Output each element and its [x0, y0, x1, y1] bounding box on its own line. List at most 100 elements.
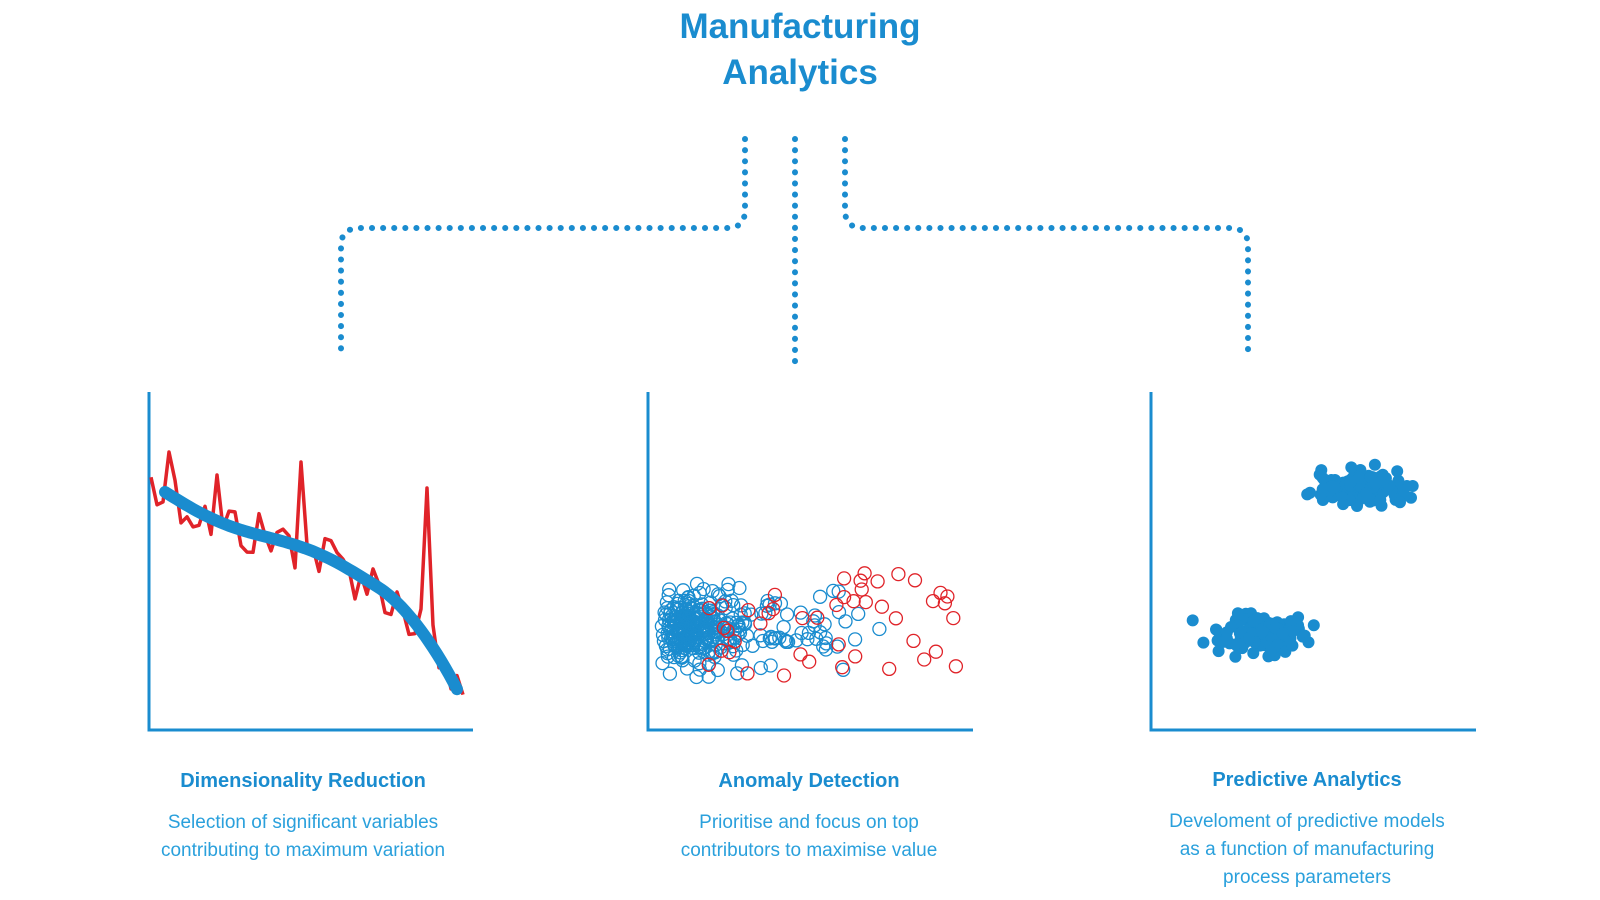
axis-predictive: [1149, 392, 1476, 732]
scatter-point: [691, 616, 706, 632]
title-line-1: Manufacturing: [679, 7, 921, 46]
cluster-point: [1307, 619, 1320, 632]
scatter-point: [793, 605, 808, 620]
anomaly-scatter: [654, 566, 964, 685]
connector-right: [842, 136, 1251, 353]
cluster-point: [1220, 626, 1233, 639]
outlier-point: [874, 599, 890, 614]
cluster-point: [1397, 484, 1410, 497]
outlier-point: [853, 573, 868, 588]
scatter-point: [664, 608, 680, 624]
outlier-point: [836, 571, 852, 586]
scatter-point: [830, 639, 845, 654]
cluster-point: [1197, 636, 1210, 649]
outlier-point: [829, 597, 844, 613]
scatter-point: [709, 624, 724, 639]
cluster-point: [1231, 607, 1244, 620]
scatter-point: [679, 661, 695, 676]
cluster-point: [1304, 486, 1316, 499]
noisy-line: [149, 450, 465, 696]
scatter-point: [753, 628, 768, 643]
scatter-point: [720, 582, 735, 598]
outlier-point: [753, 616, 768, 631]
outlier-point: [917, 652, 932, 667]
cluster-point: [1345, 461, 1358, 474]
cluster-point: [1229, 638, 1242, 651]
trend-line: [159, 486, 463, 696]
scatter-point: [768, 631, 783, 646]
cluster-point: [1302, 636, 1315, 649]
scatter-point: [733, 607, 748, 622]
desc-line: Prioritise and focus on top: [699, 812, 919, 833]
outlier-point: [848, 649, 863, 664]
scatter-point: [847, 632, 863, 647]
outlier-point: [937, 596, 953, 611]
scatter-point: [675, 615, 690, 631]
outlier-point: [767, 587, 783, 603]
outlier-point: [854, 582, 869, 597]
scatter-point: [720, 617, 735, 632]
outlier-point: [740, 666, 755, 681]
scatter-point: [688, 632, 703, 647]
outlier-point: [858, 594, 873, 610]
outlier-point: [946, 610, 961, 626]
outlier-point: [940, 589, 955, 604]
outlier-point: [888, 611, 904, 626]
outlier-point: [716, 620, 732, 636]
scatter-point: [831, 584, 846, 599]
scatter-point: [730, 666, 745, 681]
trend-series: [159, 486, 463, 696]
scatter-point: [753, 660, 768, 676]
scatter-point: [818, 630, 833, 646]
panel-desc-predictive: Develoment of predictive models as a fun…: [1107, 808, 1507, 892]
scatter-point: [703, 595, 718, 610]
scatter-point: [698, 622, 713, 637]
scatter-point: [818, 642, 834, 657]
cluster-point: [1328, 481, 1341, 494]
outlier-point: [727, 634, 742, 649]
outlier-point: [702, 600, 717, 616]
cluster-point: [1394, 496, 1406, 509]
outlier-point: [948, 659, 964, 674]
scatter-point: [660, 649, 676, 664]
scatter-point: [710, 662, 725, 678]
cluster-point: [1264, 645, 1277, 658]
scatter-point: [705, 605, 720, 620]
axes-predictive: [1149, 392, 1476, 732]
scatter-point: [689, 669, 704, 685]
panel-desc-anomaly: Prioritise and focus on top contributors…: [609, 809, 1009, 865]
scatter-point: [656, 633, 672, 649]
cluster-point: [1212, 645, 1225, 658]
scatter-point: [764, 634, 780, 649]
panel-title-dimensionality: Dimensionality Reduction: [180, 770, 426, 792]
scatter-point: [681, 599, 696, 614]
panel-title-predictive: Predictive Analytics: [1212, 769, 1402, 791]
outlier-point: [925, 593, 941, 609]
scatter-point: [776, 619, 791, 635]
scatter-point: [801, 625, 817, 641]
cluster-point: [1284, 615, 1297, 628]
scatter-point: [673, 631, 688, 647]
scatter-point: [789, 633, 804, 648]
scatter-point: [812, 589, 828, 604]
cluster-point: [1256, 625, 1269, 638]
outlier-point: [928, 644, 944, 659]
desc-line: Develoment of predictive models: [1169, 811, 1445, 832]
title-line-2: Analytics: [722, 53, 878, 92]
desc-line: contributing to maximum variation: [160, 840, 446, 861]
scatter-point: [684, 640, 700, 655]
scatter-point: [732, 580, 747, 596]
connector-group: [338, 136, 1251, 375]
scatter-point: [734, 658, 750, 673]
scatter-point: [701, 669, 716, 684]
outlier-point: [857, 566, 872, 581]
cluster-point: [1276, 627, 1289, 640]
scatter-point: [662, 582, 677, 597]
scatter-point: [693, 636, 709, 652]
desc-line: process parameters: [1223, 867, 1391, 888]
scatter-point: [681, 590, 696, 605]
scatter-point: [735, 615, 750, 630]
outlier-point: [793, 647, 808, 662]
scatter-point: [697, 634, 713, 649]
cluster-point: [1286, 625, 1299, 638]
